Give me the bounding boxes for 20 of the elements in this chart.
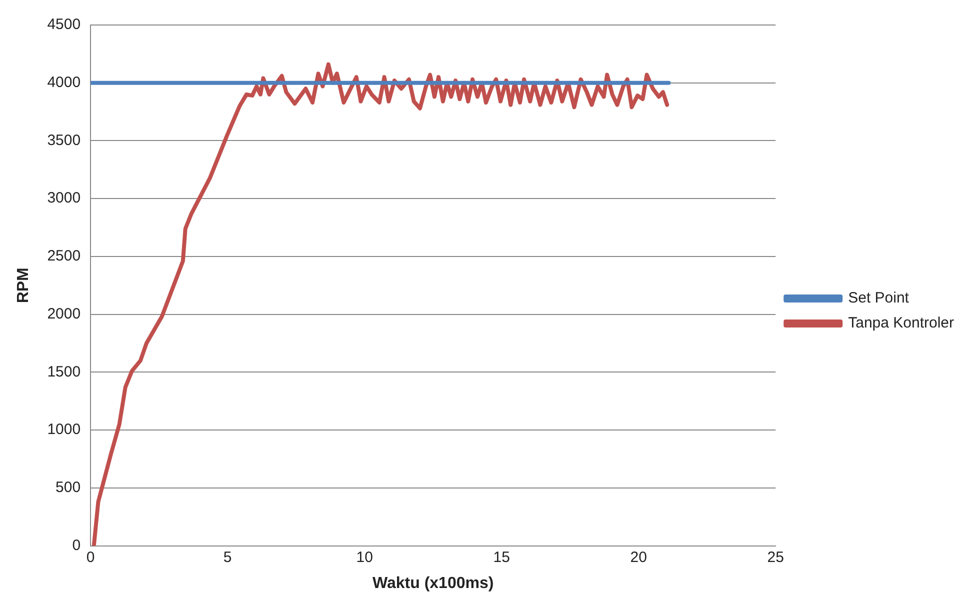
x-tick-label: 5 (223, 548, 232, 566)
y-tick-label: 1500 (47, 363, 81, 380)
y-tick-label: 3500 (47, 132, 81, 149)
x-tick-label: 0 (86, 548, 95, 566)
y-tick-label: 500 (56, 479, 81, 496)
legend-label: Set Point (848, 290, 910, 307)
y-tick-label: 0 (72, 536, 81, 554)
x-tick-label: 10 (356, 548, 373, 566)
y-axis-title: RPM (15, 268, 32, 304)
y-tick-label: 4000 (47, 74, 81, 92)
x-tick-label: 15 (493, 548, 510, 566)
y-tick-label: 1000 (47, 421, 81, 438)
y-tick-label: 3000 (47, 190, 81, 207)
y-tick-label: 2500 (47, 248, 81, 265)
y-tick-label: 4500 (47, 16, 81, 34)
x-tick-label: 25 (767, 548, 784, 566)
x-axis-title: Waktu (x100ms) (372, 574, 494, 592)
legend-label: Tanpa Kontroler (848, 314, 954, 332)
x-tick-label: 20 (630, 548, 647, 566)
y-tick-label: 2000 (47, 305, 81, 322)
